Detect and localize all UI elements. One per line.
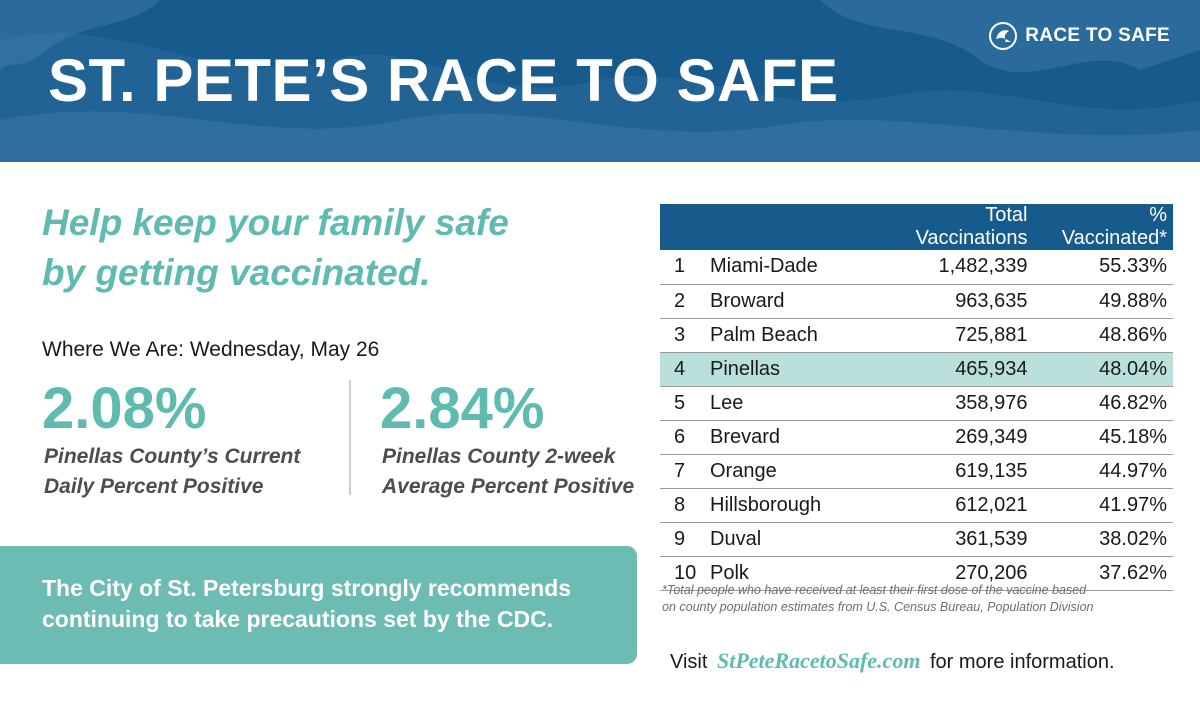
daily-percent-positive-value: 2.08% [42,376,207,441]
county-cell: Polk [710,561,749,584]
percent-vaccinated-cell: 45.18% [1099,425,1167,448]
caption-line-2: Daily Percent Positive [44,475,264,498]
daily-percent-positive-caption: Pinellas County’s Current Daily Percent … [44,442,300,502]
total-vaccinations-cell: 725,881 [955,323,1028,346]
header-rank [660,204,704,250]
rank-cell: 5 [674,391,686,414]
county-cell: Hillsborough [710,493,822,516]
table-row: 2 Broward 963,635 49.88% [660,284,1173,318]
county-cell: Lee [710,391,744,414]
stat-divider [349,380,351,495]
pelican-icon [989,22,1018,50]
table-row: 3 Palm Beach 725,881 48.86% [660,318,1173,352]
table-row: 1 Miami-Dade 1,482,339 55.33% [660,250,1173,284]
table-row: 7 Orange 619,135 44.97% [660,454,1173,488]
headline: Help keep your family safe by getting va… [42,198,602,298]
county-cell: Brevard [710,425,781,448]
percent-vaccinated-cell: 46.82% [1099,391,1167,414]
total-vaccinations-cell: 270,206 [955,561,1028,584]
header-total-vaccinations: Total Vaccinations [915,204,1028,249]
table-header-row: Total Vaccinations % Vaccinated* [660,204,1173,250]
percent-vaccinated-cell: 48.04% [1099,357,1167,380]
where-we-are-date: Where We Are: Wednesday, May 26 [42,338,380,361]
vaccination-table-container: Total Vaccinations % Vaccinated* 1 Miami… [660,204,1173,591]
percent-vaccinated-cell: 49.88% [1099,289,1167,312]
percent-vaccinated-cell: 44.97% [1099,459,1167,482]
visit-line: Visit StPeteRacetoSafe.com for more info… [670,648,1115,674]
callout-line-1: The City of St. Petersburg strongly reco… [42,575,572,601]
total-vaccinations-cell: 465,934 [955,357,1028,380]
rank-cell: 7 [674,459,686,482]
percent-vaccinated-cell: 55.33% [1099,255,1167,278]
table-row-highlighted: 4 Pinellas 465,934 48.04% [660,352,1173,386]
table-footnote: *Total people who have received at least… [662,582,1182,616]
header-banner: ST. PETE’S RACE TO SAFE RACE TO SAFE [0,0,1200,162]
vaccination-table: Total Vaccinations % Vaccinated* 1 Miami… [660,204,1173,591]
table-row: 8 Hillsborough 612,021 41.97% [660,488,1173,522]
county-cell: Palm Beach [710,323,818,346]
table-row: 10 Polk 270,206 37.62% [660,556,1173,590]
headline-line-1: Help keep your family safe [42,202,509,243]
two-week-percent-positive-caption: Pinellas County 2-week Average Percent P… [382,442,634,502]
caption-line-1: Pinellas County 2-week [382,445,616,468]
percent-vaccinated-cell: 37.62% [1099,561,1167,584]
footnote-line-2: on county population estimates from U.S.… [662,600,1094,614]
total-vaccinations-cell: 612,021 [955,493,1028,516]
cdc-precautions-callout: The City of St. Petersburg strongly reco… [0,546,637,664]
rank-cell: 3 [674,323,686,346]
visit-prefix: Visit [670,651,708,673]
rank-cell: 2 [674,289,686,312]
total-vaccinations-cell: 358,976 [955,391,1028,414]
caption-line-2: Average Percent Positive [382,475,635,498]
percent-vaccinated-cell: 41.97% [1099,493,1167,516]
county-cell: Duval [710,527,762,550]
race-to-safe-logo[interactable]: RACE TO SAFE [989,22,1170,50]
county-cell: Miami-Dade [710,255,818,278]
total-vaccinations-cell: 619,135 [955,459,1028,482]
website-link[interactable]: StPeteRacetoSafe.com [716,648,921,673]
header-county [704,204,864,250]
footnote-line-1: *Total people who have received at least… [662,583,1087,597]
page-title: ST. PETE’S RACE TO SAFE [48,47,839,114]
header-percent-vaccinated: % Vaccinated* [1061,204,1167,249]
rank-cell: 8 [674,493,686,516]
total-vaccinations-cell: 963,635 [955,289,1028,312]
logo-text: RACE TO SAFE [1025,25,1170,46]
county-cell: Broward [710,289,785,312]
percent-vaccinated-cell: 38.02% [1099,527,1167,550]
rank-cell: 1 [674,255,686,278]
table-row: 6 Brevard 269,349 45.18% [660,420,1173,454]
percent-vaccinated-cell: 48.86% [1099,323,1167,346]
total-vaccinations-cell: 269,349 [955,425,1028,448]
caption-line-1: Pinellas County’s Current [44,445,301,468]
rank-cell: 9 [674,527,686,550]
visit-suffix: for more information. [930,651,1115,673]
callout-line-2: continuing to take precautions set by th… [42,606,554,632]
headline-line-2: by getting vaccinated. [42,252,431,293]
total-vaccinations-cell: 1,482,339 [938,255,1028,278]
county-cell: Pinellas [710,357,781,380]
rank-cell: 4 [674,357,686,380]
table-row: 9 Duval 361,539 38.02% [660,522,1173,556]
table-row: 5 Lee 358,976 46.82% [660,386,1173,420]
total-vaccinations-cell: 361,539 [955,527,1028,550]
marble-background [0,0,1200,162]
two-week-percent-positive-value: 2.84% [380,376,545,441]
rank-cell: 6 [674,425,686,448]
rank-cell: 10 [674,561,697,584]
county-cell: Orange [710,459,777,482]
